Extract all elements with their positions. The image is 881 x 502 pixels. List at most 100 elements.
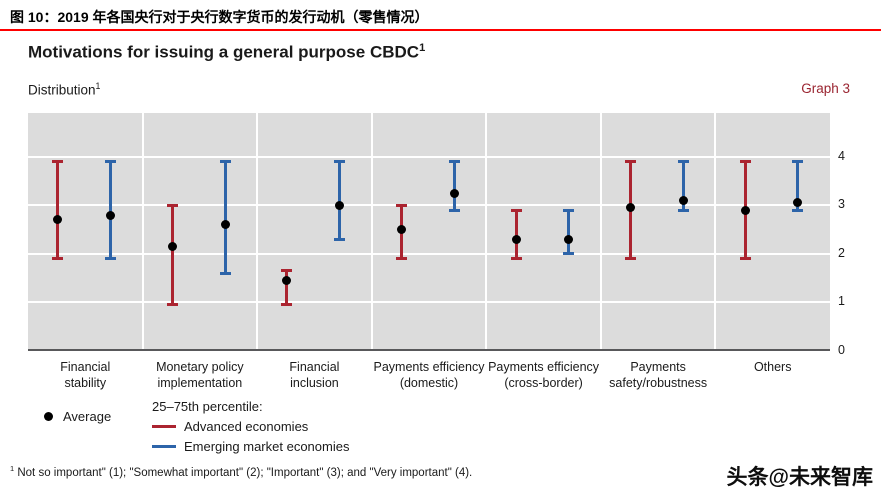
percentile-whisker [223, 161, 227, 274]
legend-advanced-label: Advanced economies [184, 419, 309, 434]
gridline [28, 204, 830, 207]
category-label: Financial inclusion [289, 360, 340, 390]
whisker-cap [510, 208, 522, 212]
watermark: 头条@未来智库 [726, 466, 873, 489]
legend-emerging-item: Emerging market economies [152, 439, 349, 454]
caption-underline [0, 29, 881, 31]
average-marker [335, 200, 345, 210]
chart-title-superscript: 1 [419, 42, 426, 54]
emerging-economies-line-icon [152, 445, 176, 448]
whisker-cap [52, 257, 64, 261]
whisker-cap [104, 257, 116, 261]
average-marker [53, 215, 63, 225]
whisker-cap [563, 252, 575, 256]
percentile-whisker [285, 270, 289, 305]
average-marker [220, 220, 230, 230]
whisker-cap [334, 237, 346, 241]
gridline [28, 252, 830, 255]
whisker-cap [281, 303, 293, 307]
percentile-whisker [796, 161, 800, 211]
whisker-cap [510, 257, 522, 261]
gridline [28, 155, 830, 158]
whisker-cap [281, 269, 293, 273]
y-tick-label: 2 [838, 245, 845, 260]
average-marker [449, 188, 459, 198]
whisker-cap [219, 271, 231, 275]
whisker-cap [104, 160, 116, 164]
subtitle-text: Distribution [28, 82, 96, 98]
category-separator [256, 113, 259, 349]
average-dot-icon [44, 411, 53, 421]
whisker-cap [677, 208, 689, 212]
advanced-economies-line-icon [152, 425, 176, 428]
whisker-cap [166, 303, 178, 307]
legend-percentile-block: 25–75th percentile: Advanced economies E… [152, 399, 349, 454]
footnote-text: Not so important" (1); "Somewhat importa… [17, 466, 473, 479]
average-marker [167, 242, 177, 252]
y-tick-label: 0 [838, 343, 845, 357]
whisker-cap [563, 208, 575, 212]
x-axis: Financial stability Monetary policy imple… [28, 359, 830, 395]
y-axis: 0 1 2 3 4 [838, 113, 864, 357]
category-separator [485, 113, 488, 349]
whisker-cap [677, 160, 689, 164]
whisker-cap [334, 160, 346, 164]
gridline [28, 301, 830, 304]
average-marker [678, 195, 688, 205]
whisker-cap [739, 160, 751, 164]
percentile-whisker [108, 161, 112, 259]
whisker-cap [448, 160, 460, 164]
percentile-whisker [681, 161, 685, 211]
chart-title-text: Motivations for issuing a general purpos… [28, 42, 420, 62]
whisker-cap [396, 203, 407, 207]
whisker-cap [625, 257, 637, 261]
average-marker [282, 276, 292, 286]
y-tick-label: 3 [838, 197, 845, 212]
average-marker [511, 234, 521, 244]
whisker-cap [219, 160, 231, 164]
category-label: Payments safety/robustness [609, 360, 708, 390]
whisker-cap [396, 257, 407, 261]
category-separator [370, 113, 373, 349]
category-separator [599, 113, 602, 349]
average-marker [793, 198, 803, 208]
whisker-cap [792, 208, 804, 212]
category-separator [141, 113, 144, 349]
percentile-whisker [514, 210, 518, 259]
legend-average-item: Average [44, 407, 148, 425]
chart-legend: Average 25–75th percentile: Advanced eco… [44, 399, 349, 454]
footnote: 1 Not so important" (1); "Somewhat impor… [10, 464, 472, 479]
percentile-whisker [56, 161, 60, 259]
legend-percentile-heading: 25–75th percentile: [152, 399, 263, 414]
category-label: Payments efficiency (domestic) [373, 360, 485, 390]
y-tick-label: 1 [838, 294, 845, 309]
average-marker [740, 205, 750, 215]
percentile-whisker [338, 161, 342, 240]
category-label: Others [753, 360, 792, 374]
chart-subtitle: Distribution1 [28, 81, 100, 98]
plot-area [28, 113, 830, 351]
legend-emerging-label: Emerging market economies [184, 439, 350, 454]
average-marker [105, 210, 115, 220]
average-marker [397, 225, 406, 235]
footnote-superscript: 1 [10, 464, 15, 473]
whisker-cap [625, 160, 637, 164]
legend-average-label: Average [63, 408, 112, 424]
graph-number-label: Graph 3 [801, 81, 850, 96]
y-tick-label: 4 [838, 148, 845, 163]
whisker-cap [448, 208, 460, 212]
percentile-whisker [170, 205, 174, 305]
whisker-cap [739, 257, 751, 261]
category-separator [714, 113, 717, 349]
category-label: Payments efficiency (cross-border) [488, 360, 600, 390]
category-label: Monetary policy implementation [156, 360, 244, 390]
whisker-cap [52, 160, 64, 164]
whisker-cap [166, 203, 178, 207]
average-marker [564, 234, 574, 244]
whisker-cap [792, 160, 804, 164]
category-label: Financial stability [60, 360, 111, 390]
subtitle-superscript: 1 [95, 81, 101, 91]
average-marker [626, 203, 636, 213]
percentile-whisker [567, 210, 571, 254]
percentile-whisker [452, 161, 456, 211]
